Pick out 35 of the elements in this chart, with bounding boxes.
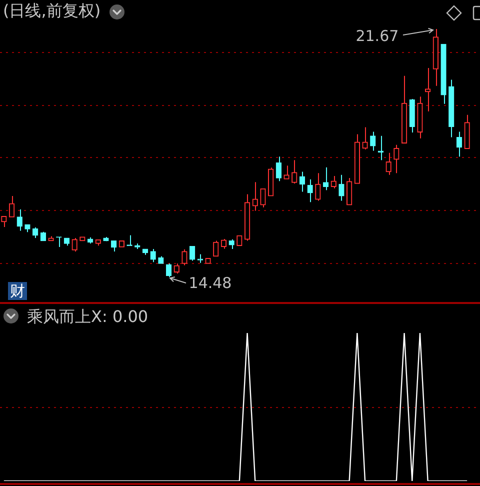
candlestick [260, 188, 266, 208]
annotation: 14.48 [188, 274, 232, 292]
text: 财 [8, 282, 27, 300]
candlestick [292, 160, 298, 184]
candlestick [166, 263, 172, 278]
candlestick [213, 240, 219, 257]
candlestick [236, 235, 242, 246]
candlestick [220, 238, 227, 250]
candlestick [252, 182, 258, 212]
candlestick [299, 171, 306, 192]
candlestick [174, 263, 180, 274]
candlestick [8, 195, 15, 218]
candlestick [228, 238, 234, 250]
candlestick [307, 178, 313, 203]
candlestick [182, 248, 188, 266]
chart-title: (日线,前复权) [3, 1, 101, 21]
candlestick [386, 152, 392, 176]
annotation: 21.67 [356, 26, 399, 45]
candlestick [284, 165, 290, 180]
candlestick [315, 172, 321, 202]
candlestick [394, 144, 400, 174]
candlestick [338, 174, 344, 202]
candlestick [322, 166, 329, 191]
candlestick [72, 238, 78, 252]
candlestick [16, 208, 22, 232]
candlestick [456, 131, 462, 158]
candlestick [424, 67, 431, 112]
candlestick [346, 178, 352, 206]
chart-title: 乘风而上X: 0.00 [27, 307, 148, 327]
candlestick [150, 248, 156, 263]
candlestick [370, 131, 376, 152]
candlestick [362, 126, 368, 150]
candlestick [276, 156, 282, 182]
candlestick [189, 246, 196, 262]
candlestick [330, 175, 336, 189]
